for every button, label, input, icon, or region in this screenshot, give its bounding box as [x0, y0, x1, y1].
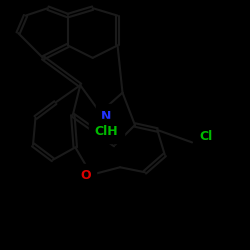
Text: ClH: ClH: [94, 125, 118, 138]
Text: N: N: [101, 110, 112, 123]
Text: Cl: Cl: [199, 130, 212, 143]
Text: O: O: [80, 170, 90, 182]
